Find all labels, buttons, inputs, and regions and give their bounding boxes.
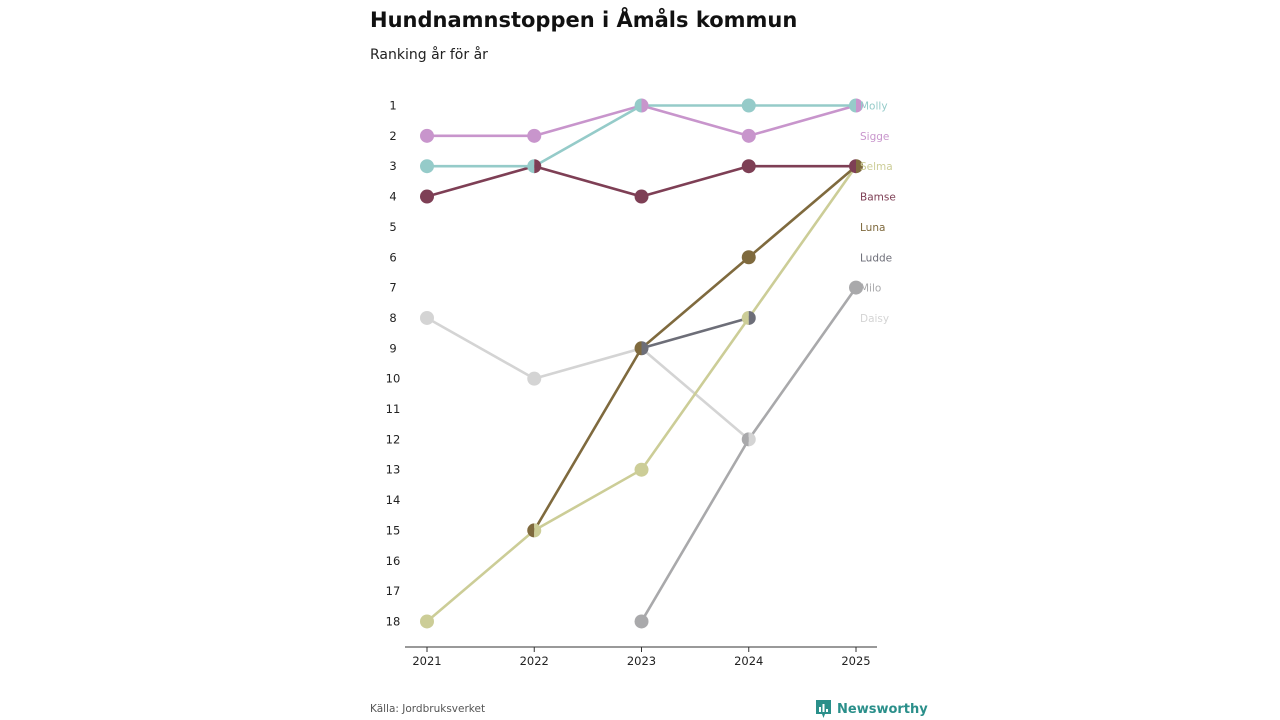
- y-tick-label: 2: [389, 129, 396, 143]
- x-tick-label: 2025: [841, 654, 870, 668]
- source-note: Källa: Jordbruksverket: [370, 703, 486, 715]
- point-ludde[interactable]: [748, 310, 756, 325]
- point-sigge[interactable]: [527, 128, 542, 143]
- point-milo[interactable]: [741, 432, 749, 447]
- point-selma[interactable]: [534, 523, 542, 538]
- y-tick-label: 3: [389, 159, 396, 173]
- y-tick-label: 6: [389, 250, 396, 264]
- y-tick-label: 5: [389, 220, 396, 234]
- series-line-selma: [426, 165, 858, 623]
- y-tick-label: 7: [389, 281, 396, 295]
- point-bamse[interactable]: [634, 189, 649, 204]
- series-label-ludde: Ludde: [860, 252, 892, 264]
- point-luna[interactable]: [527, 523, 535, 538]
- point-sigge[interactable]: [856, 98, 864, 113]
- brand-logo[interactable]: Newsworthy: [816, 700, 928, 718]
- point-daisy[interactable]: [527, 371, 542, 386]
- chart-title: Hundnamnstoppen i Åmåls kommun: [370, 8, 798, 32]
- series-label-daisy: Daisy: [860, 313, 889, 325]
- x-tick-label: 2022: [520, 654, 549, 668]
- series-label-bamse: Bamse: [860, 192, 896, 204]
- series-labels: Molly Sigge Selma Bamse Luna Ludde Milo Daisy: [860, 101, 896, 325]
- point-luna[interactable]: [634, 341, 642, 356]
- point-sigge[interactable]: [641, 98, 649, 113]
- point-daisy[interactable]: [748, 432, 756, 447]
- point-milo[interactable]: [849, 280, 863, 295]
- series-line-milo: [640, 286, 858, 623]
- x-tick-label: 2021: [412, 654, 441, 668]
- point-molly[interactable]: [527, 159, 535, 174]
- y-tick-label: 1: [389, 99, 396, 113]
- y-tick-label: 12: [386, 432, 401, 446]
- point-bamse[interactable]: [741, 159, 756, 174]
- point-bamse[interactable]: [534, 159, 542, 174]
- chart-subtitle: Ranking år för år: [370, 47, 488, 63]
- y-tick-label: 4: [389, 190, 396, 204]
- series-label-milo: Milo: [860, 283, 881, 295]
- series-label-luna: Luna: [860, 222, 885, 234]
- y-tick-label: 11: [386, 402, 401, 416]
- y-tick-label: 18: [386, 614, 401, 628]
- point-sigge[interactable]: [741, 128, 756, 143]
- point-ludde[interactable]: [641, 341, 649, 356]
- point-selma[interactable]: [634, 462, 649, 477]
- point-molly[interactable]: [849, 98, 856, 113]
- point-bamse[interactable]: [849, 159, 856, 174]
- y-tick-label: 9: [389, 341, 396, 355]
- point-luna[interactable]: [856, 159, 864, 174]
- point-molly[interactable]: [741, 98, 756, 113]
- series-line-daisy: [426, 316, 750, 441]
- x-tick-label: 2023: [627, 654, 656, 668]
- point-milo[interactable]: [634, 614, 649, 629]
- x-tick-label: 2024: [734, 654, 763, 668]
- x-axis: 2021 2022 2023 2024 2025: [405, 646, 877, 668]
- y-tick-label: 14: [386, 493, 401, 507]
- point-selma[interactable]: [420, 614, 434, 629]
- brand-name: Newsworthy: [837, 701, 928, 717]
- y-tick-label: 13: [386, 463, 401, 477]
- series-line-luna: [533, 165, 857, 532]
- point-sigge[interactable]: [420, 128, 434, 143]
- point-bamse[interactable]: [420, 189, 434, 204]
- point-molly[interactable]: [634, 98, 642, 113]
- y-tick-label: 15: [386, 523, 401, 537]
- series-label-selma: Selma: [860, 161, 893, 173]
- point-molly[interactable]: [420, 159, 434, 174]
- series-lines: [426, 104, 858, 623]
- point-daisy[interactable]: [420, 310, 434, 325]
- newsworthy-icon: [816, 700, 831, 718]
- series-points: [420, 98, 864, 629]
- y-tick-label: 8: [389, 311, 396, 325]
- series-label-molly: Molly: [860, 101, 888, 113]
- point-luna[interactable]: [741, 250, 756, 265]
- series-label-sigge: Sigge: [860, 131, 889, 143]
- y-tick-label: 10: [386, 372, 401, 386]
- point-selma[interactable]: [741, 310, 749, 325]
- y-tick-label: 17: [386, 584, 401, 598]
- y-tick-label: 16: [386, 554, 401, 568]
- series-line-ludde: [641, 316, 750, 350]
